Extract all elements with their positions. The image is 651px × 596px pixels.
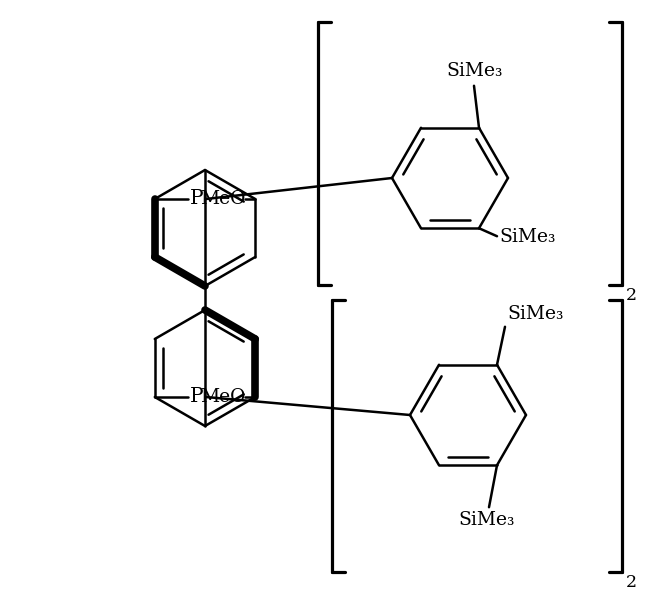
Text: P: P bbox=[190, 190, 204, 209]
Text: SiMe₃: SiMe₃ bbox=[507, 305, 564, 323]
Text: 2: 2 bbox=[626, 287, 637, 304]
Text: SiMe₃: SiMe₃ bbox=[447, 62, 503, 80]
Text: P: P bbox=[190, 387, 204, 406]
Text: 2: 2 bbox=[626, 574, 637, 591]
Text: SiMe₃: SiMe₃ bbox=[459, 511, 515, 529]
Text: MeO: MeO bbox=[200, 388, 245, 406]
Text: SiMe₃: SiMe₃ bbox=[499, 228, 555, 246]
Text: MeO: MeO bbox=[200, 190, 245, 208]
